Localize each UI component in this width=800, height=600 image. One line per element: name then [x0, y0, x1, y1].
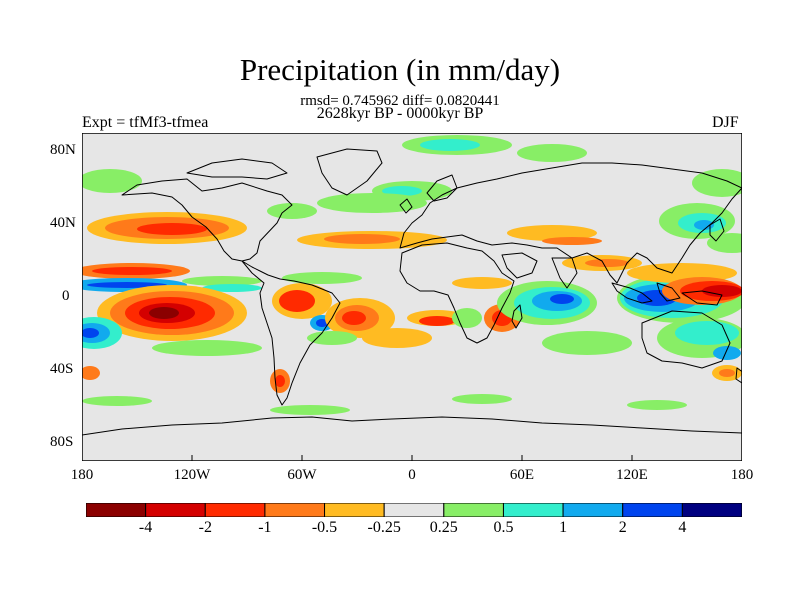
colorbar-swatch: [622, 503, 683, 517]
period-line: 2628kyr BP - 0000kyr BP: [316, 105, 484, 122]
precipitation-map: [82, 133, 742, 461]
colorbar-label: -2: [198, 519, 212, 536]
lat-label-40s: 40S: [50, 361, 74, 377]
colorbar-swatch: [562, 503, 624, 517]
lat-label-0: 0: [62, 288, 70, 304]
colorbar-swatch: [681, 503, 742, 517]
colorbar-swatch: [502, 503, 564, 517]
map-title: Precipitation (in mm/day): [239, 52, 561, 87]
colorbar-label: 0.5: [493, 519, 514, 536]
anomaly-fields: [82, 135, 742, 415]
axis-ticks: [191, 455, 633, 461]
colorbar-label: -4: [138, 519, 153, 536]
colorbar-label: 4: [678, 519, 687, 536]
season-label: DJF: [712, 114, 739, 131]
lat-label-80s: 80S: [50, 434, 74, 450]
colorbar-label: -1: [258, 519, 272, 536]
colorbar-label: 2: [618, 519, 627, 536]
lon-label-180e: 180: [730, 467, 754, 483]
colorbar: [86, 503, 742, 517]
colorbar-swatch: [204, 503, 266, 517]
colorbar-swatch: [324, 503, 385, 517]
lat-label-80n: 80N: [50, 142, 76, 158]
experiment-label: Expt = tfMf3-tfmea: [82, 114, 209, 131]
lon-label-180w: 180: [70, 467, 94, 483]
colorbar-label: -0.25: [367, 519, 401, 536]
colorbar-swatch: [86, 503, 147, 517]
stats-line: rmsd= 0.745962 diff= 0.0820441: [300, 93, 500, 109]
coastlines: [82, 148, 742, 436]
colorbar-swatch: [145, 503, 206, 517]
colorbar-swatch: [383, 503, 445, 517]
lon-label-120w: 120W: [173, 467, 211, 483]
colorbar-label: 1: [559, 519, 568, 536]
lon-label-0: 0: [408, 467, 416, 483]
lat-label-40n: 40N: [50, 215, 76, 231]
colorbar-label: -0.5: [311, 519, 338, 536]
colorbar-swatch: [264, 503, 326, 517]
lon-label-120e: 120E: [616, 467, 648, 483]
colorbar-swatch: [443, 503, 504, 517]
colorbar-label: 0.25: [429, 519, 458, 536]
lon-label-60e: 60E: [509, 467, 535, 483]
lon-label-60w: 60W: [287, 467, 317, 483]
